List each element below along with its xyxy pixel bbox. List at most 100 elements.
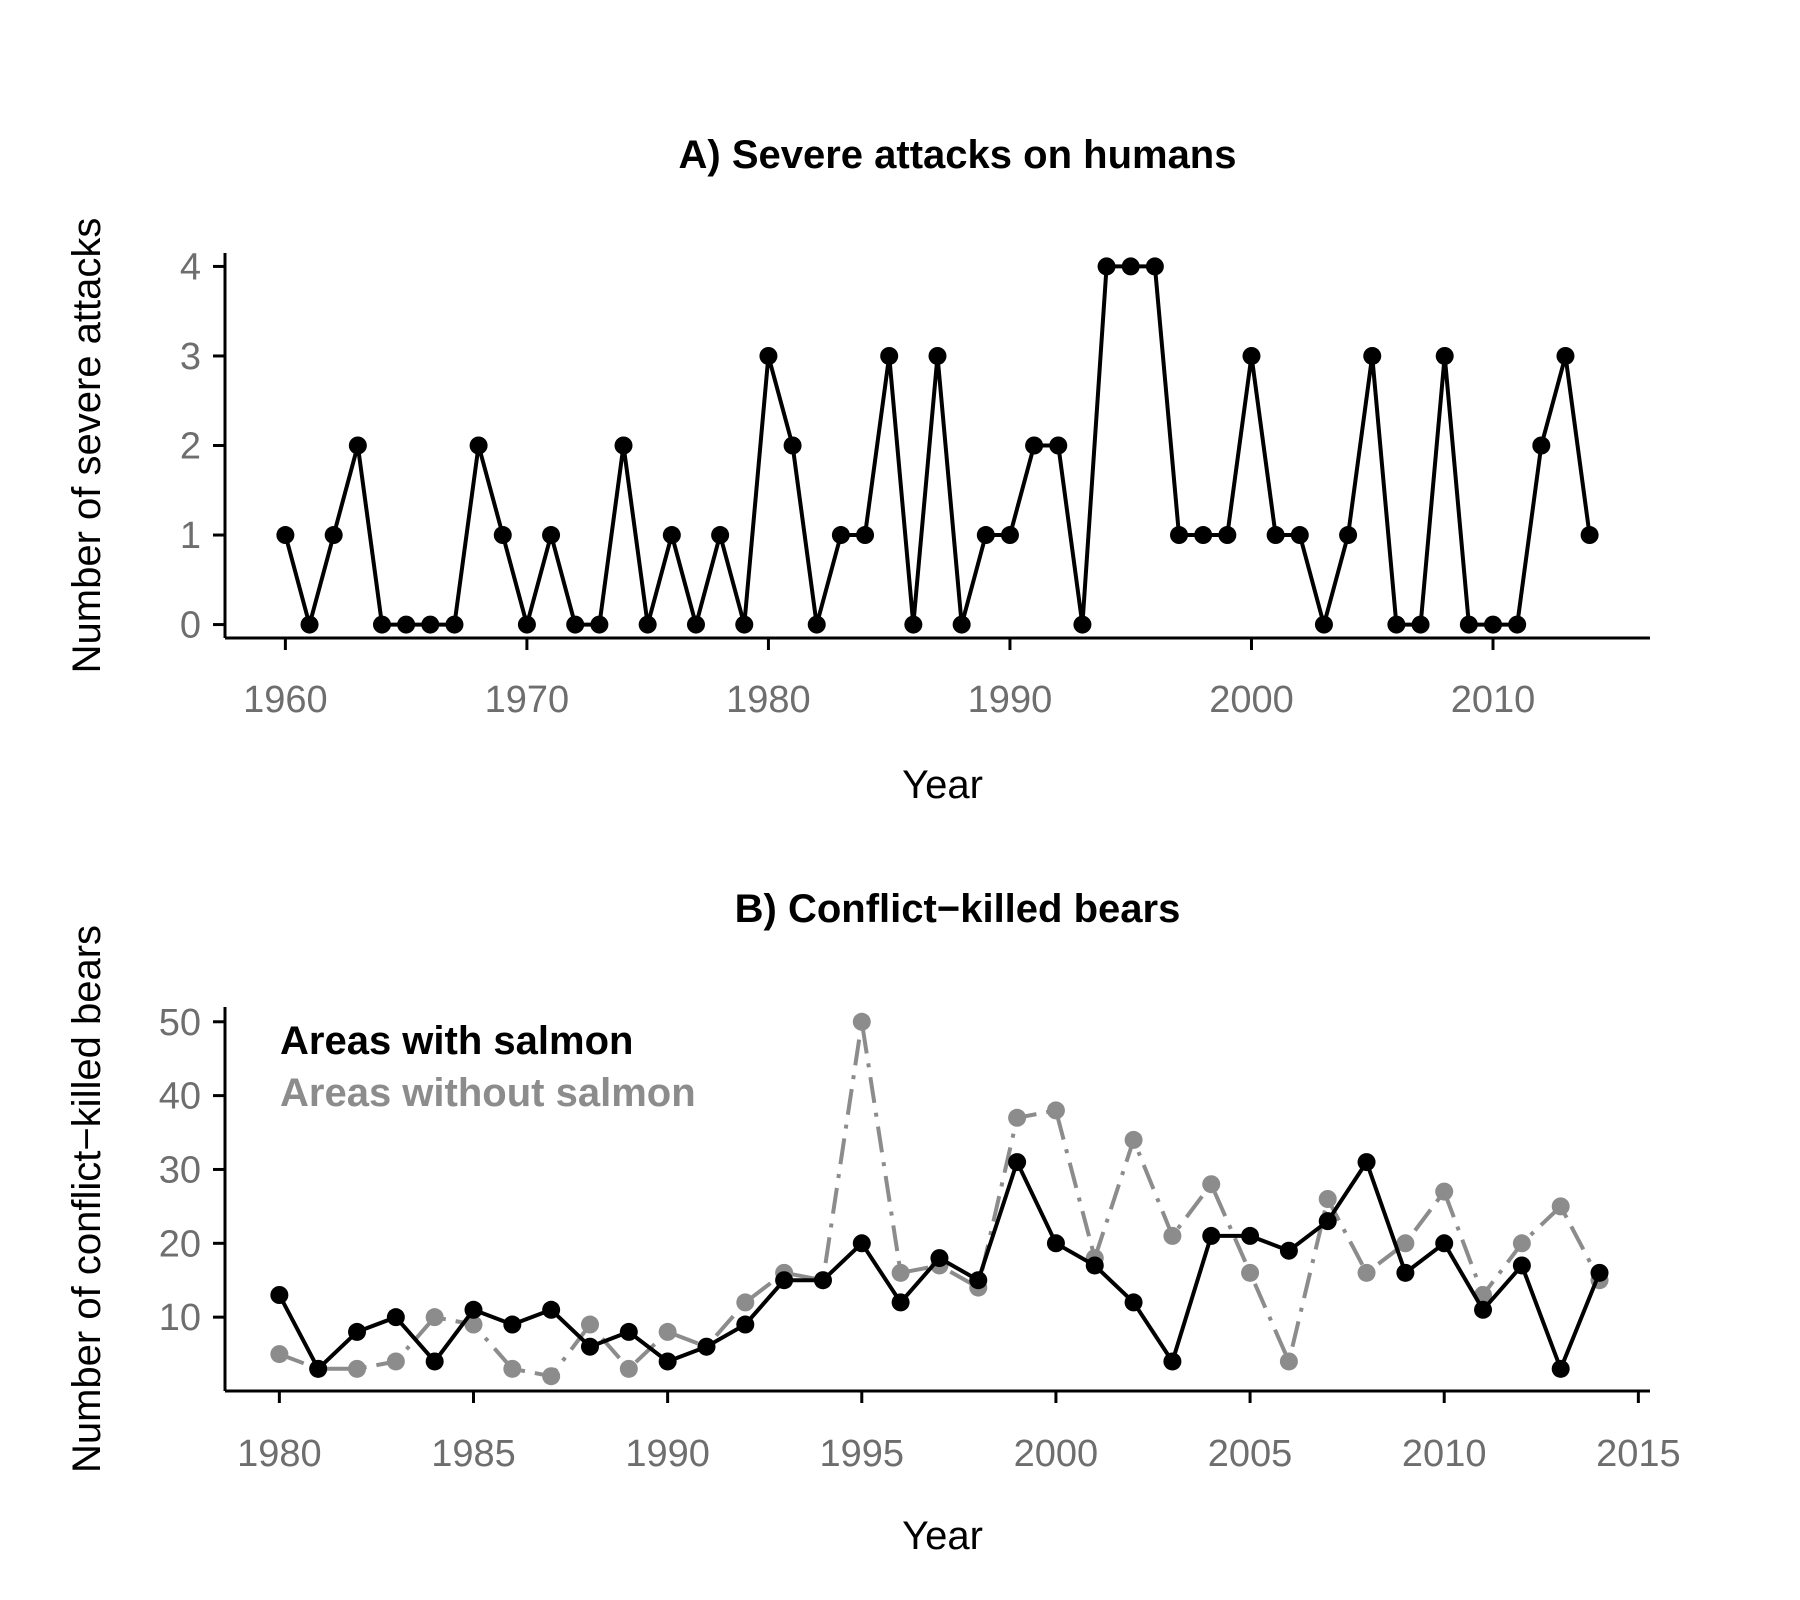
chart-1-series-0-point	[969, 1271, 988, 1290]
chart-1-series-0-point	[1435, 1234, 1454, 1253]
chart-1-series-0-point	[580, 1337, 599, 1356]
chart-1-series-0-point	[1124, 1293, 1143, 1312]
chart-1-series-1-point	[1435, 1182, 1454, 1201]
chart-0-x-tick-label: 1980	[726, 679, 811, 721]
chart-0-series-0-point	[904, 615, 923, 634]
chart-0-x-axis-label: Year	[902, 763, 983, 807]
chart-0-series-0-point	[590, 615, 609, 634]
chart-1-series-1-point	[348, 1359, 367, 1378]
chart-0-series-0-point	[1387, 615, 1406, 634]
chart-0-series-0-point	[372, 615, 391, 634]
chart-0-y-axis-label: Number of severe attacks	[65, 218, 109, 674]
chart-0-series-0-point	[1532, 436, 1551, 455]
chart-0-series-0-point	[783, 436, 802, 455]
chart-1-series-1-point	[425, 1308, 444, 1327]
chart-1-x-tick-label: 2015	[1596, 1433, 1681, 1475]
chart-1-series-1-point	[852, 1012, 871, 1031]
chart-0-series-0-point	[1170, 526, 1189, 545]
chart-1-series-1-point	[736, 1293, 755, 1312]
chart-0-series-0-point	[397, 615, 416, 634]
chart-0-x-tick-label: 1990	[968, 679, 1053, 721]
chart-0-y-tick-label: 2	[180, 426, 201, 468]
chart-1-series-1-point	[1551, 1197, 1570, 1216]
chart-0-series-0-point	[566, 615, 585, 634]
chart-1-series-1-point	[386, 1352, 405, 1371]
chart-0-series-0-point	[1556, 346, 1575, 365]
chart-1-series-0-point	[1357, 1153, 1376, 1172]
chart-1-series-1-point	[1279, 1352, 1298, 1371]
chart-1-series-1-point	[891, 1263, 910, 1282]
chart-1-series-0	[270, 1153, 1609, 1378]
chart-0-series-0-point	[1484, 615, 1503, 634]
chart-1-y-tick-label: 20	[159, 1223, 201, 1265]
chart-0-series-0-point	[517, 615, 536, 634]
chart-0-series-0-point	[300, 615, 319, 634]
chart-0-y-tick-label: 3	[180, 336, 201, 378]
chart-0-series-0-point	[1218, 526, 1237, 545]
chart-0-series-0-point	[856, 526, 875, 545]
chart-1-x-tick-label: 2000	[1014, 1433, 1099, 1475]
chart-0-series-0-point	[976, 526, 995, 545]
chart-0-series-0-point	[1000, 526, 1019, 545]
chart-0-x-tick-label: 1970	[485, 679, 570, 721]
chart-1-x-tick-label: 2005	[1208, 1433, 1293, 1475]
chart-0-series-0-point	[1435, 346, 1454, 365]
chart-0-series-0-point	[324, 526, 343, 545]
chart-1-series-0-point	[1241, 1226, 1260, 1245]
chart-1-series-0-point	[813, 1271, 832, 1290]
panel-b-conflict-killed-bears: B) Conflict−killed bears 1980 1985 1990 1995…	[65, 887, 1681, 1558]
chart-1-series-1-point	[503, 1359, 522, 1378]
chart-1-series-1-point	[658, 1322, 677, 1341]
chart-1-series-0-point	[619, 1322, 638, 1341]
chart-1-y-tick-label: 10	[159, 1297, 201, 1339]
chart-0-series-0-point	[542, 526, 561, 545]
chart-1-series-0-point	[1202, 1226, 1221, 1245]
chart-1-series-1-point	[1512, 1234, 1531, 1253]
chart-0-title: A) Severe attacks on humans	[679, 133, 1237, 177]
chart-1-series-0-point	[1163, 1352, 1182, 1371]
chart-1-series-0-point	[736, 1315, 755, 1334]
chart-0-series-0-point	[1459, 615, 1478, 634]
chart-1-series-1-point	[1008, 1108, 1027, 1127]
chart-1-x-tick-label: 1990	[625, 1433, 710, 1475]
chart-1-y-tick-label: 50	[159, 1002, 201, 1044]
chart-0-series-0-point	[614, 436, 633, 455]
chart-1-series-0-point	[1008, 1153, 1027, 1172]
chart-0-series-0-point	[1242, 346, 1261, 365]
chart-1-legend-entry-1: Areas without salmon	[280, 1071, 696, 1115]
chart-0-series-0-point	[686, 615, 705, 634]
chart-0-y-tick-label: 1	[180, 515, 201, 557]
chart-1-series-0-point	[1046, 1234, 1065, 1253]
chart-0-series-0-point	[1290, 526, 1309, 545]
chart-1-x-tick-label: 1995	[820, 1433, 905, 1475]
chart-1-series-1-point	[580, 1315, 599, 1334]
chart-0-series-0-point	[1580, 526, 1599, 545]
chart-1-series-0-point	[775, 1271, 794, 1290]
chart-1-series-0-point	[386, 1308, 405, 1327]
chart-0-series-0-point	[928, 346, 947, 365]
chart-0-x-tick-label: 1960	[243, 679, 328, 721]
chart-1-series-0-point	[270, 1286, 289, 1304]
chart-1-series-0-point	[1551, 1359, 1570, 1378]
chart-1-series-0-point	[1590, 1263, 1609, 1282]
chart-1-series-0-point	[464, 1300, 483, 1319]
chart-0-series-0-point	[493, 526, 512, 545]
chart-1-series-1-point	[1357, 1263, 1376, 1282]
chart-1-series-1-point	[619, 1359, 638, 1378]
chart-1-series-0-point	[309, 1359, 328, 1378]
chart-1-y-tick-label: 40	[159, 1076, 201, 1118]
chart-1-series-0-point	[852, 1234, 871, 1253]
chart-0-series-0-point	[1097, 257, 1116, 276]
chart-0-series-0	[276, 257, 1599, 634]
chart-1-series-0-point	[658, 1352, 677, 1371]
chart-0-x-tick-label: 2010	[1451, 679, 1536, 721]
chart-0-series-0-point	[638, 615, 657, 634]
chart-0-series-0-point	[1194, 526, 1213, 545]
chart-0-series-0-point	[807, 615, 826, 634]
chart-0-series-0-point	[1145, 257, 1164, 276]
chart-1-title: B) Conflict−killed bears	[735, 887, 1181, 931]
chart-0-series-0-point	[1266, 526, 1285, 545]
chart-1-series-0-point	[1085, 1256, 1104, 1275]
chart-1-series-0-point	[1279, 1241, 1298, 1260]
